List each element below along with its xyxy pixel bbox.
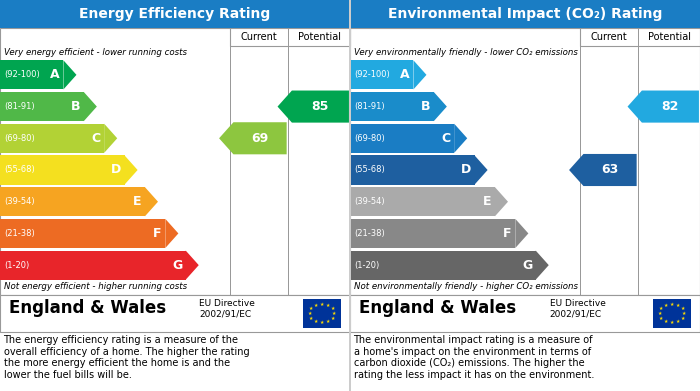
Text: Potential: Potential bbox=[298, 32, 341, 42]
Text: (21-38): (21-38) bbox=[4, 229, 35, 238]
Text: Environmental Impact (CO₂) Rating: Environmental Impact (CO₂) Rating bbox=[388, 7, 662, 21]
Text: England & Wales: England & Wales bbox=[358, 300, 516, 317]
Text: Potential: Potential bbox=[648, 32, 691, 42]
Text: (39-54): (39-54) bbox=[4, 197, 35, 206]
Text: Very energy efficient - lower running costs: Very energy efficient - lower running co… bbox=[4, 48, 186, 57]
Text: ★: ★ bbox=[309, 306, 314, 311]
Text: (39-54): (39-54) bbox=[354, 197, 385, 206]
Text: ★: ★ bbox=[680, 306, 685, 311]
Text: ★: ★ bbox=[659, 306, 664, 311]
Text: ★: ★ bbox=[664, 303, 668, 308]
Text: F: F bbox=[153, 227, 162, 240]
Text: EU Directive
2002/91/EC: EU Directive 2002/91/EC bbox=[550, 299, 606, 318]
Text: 85: 85 bbox=[312, 100, 329, 113]
Text: The environmental impact rating is a measure of
a home's impact on the environme: The environmental impact rating is a mea… bbox=[354, 335, 594, 380]
Text: D: D bbox=[461, 163, 471, 176]
Text: ★: ★ bbox=[676, 303, 680, 308]
Text: ★: ★ bbox=[676, 319, 680, 324]
Text: The energy efficiency rating is a measure of the
overall efficiency of a home. T: The energy efficiency rating is a measur… bbox=[4, 335, 249, 380]
Text: A: A bbox=[50, 68, 60, 81]
Text: B: B bbox=[71, 100, 80, 113]
Text: Not environmentally friendly - higher CO₂ emissions: Not environmentally friendly - higher CO… bbox=[354, 282, 578, 291]
Text: (1-20): (1-20) bbox=[354, 261, 379, 270]
Text: B: B bbox=[421, 100, 430, 113]
Text: ★: ★ bbox=[309, 316, 314, 321]
Text: ★: ★ bbox=[326, 303, 330, 308]
Text: Very environmentally friendly - lower CO₂ emissions: Very environmentally friendly - lower CO… bbox=[354, 48, 578, 57]
Text: (92-100): (92-100) bbox=[354, 70, 390, 79]
Text: 69: 69 bbox=[251, 132, 269, 145]
Text: (69-80): (69-80) bbox=[354, 134, 385, 143]
Text: ★: ★ bbox=[314, 303, 318, 308]
Text: ★: ★ bbox=[659, 316, 664, 321]
Text: EU Directive
2002/91/EC: EU Directive 2002/91/EC bbox=[199, 299, 256, 318]
Text: (92-100): (92-100) bbox=[4, 70, 40, 79]
Text: England & Wales: England & Wales bbox=[8, 300, 166, 317]
Text: Current: Current bbox=[241, 32, 277, 42]
Text: ★: ★ bbox=[670, 320, 674, 325]
Text: 63: 63 bbox=[601, 163, 619, 176]
Text: G: G bbox=[522, 258, 532, 272]
Text: (55-68): (55-68) bbox=[354, 165, 385, 174]
Text: (1-20): (1-20) bbox=[4, 261, 29, 270]
Text: D: D bbox=[111, 163, 121, 176]
Text: (81-91): (81-91) bbox=[354, 102, 385, 111]
Text: ★: ★ bbox=[320, 320, 324, 325]
Text: ★: ★ bbox=[670, 302, 674, 307]
Text: Current: Current bbox=[591, 32, 627, 42]
Text: ★: ★ bbox=[332, 311, 337, 316]
Text: (55-68): (55-68) bbox=[4, 165, 35, 174]
Text: G: G bbox=[172, 258, 182, 272]
Text: (21-38): (21-38) bbox=[354, 229, 385, 238]
Text: ★: ★ bbox=[307, 311, 312, 316]
Text: E: E bbox=[133, 195, 141, 208]
Text: ★: ★ bbox=[330, 316, 335, 321]
Text: ★: ★ bbox=[682, 311, 687, 316]
Text: (69-80): (69-80) bbox=[4, 134, 35, 143]
Text: Energy Efficiency Rating: Energy Efficiency Rating bbox=[79, 7, 271, 21]
Text: ★: ★ bbox=[657, 311, 662, 316]
Text: ★: ★ bbox=[664, 319, 668, 324]
Text: C: C bbox=[442, 132, 451, 145]
Text: F: F bbox=[503, 227, 512, 240]
Text: (81-91): (81-91) bbox=[4, 102, 35, 111]
Text: C: C bbox=[92, 132, 101, 145]
Text: 82: 82 bbox=[662, 100, 679, 113]
Text: A: A bbox=[400, 68, 410, 81]
Text: ★: ★ bbox=[320, 302, 324, 307]
Text: ★: ★ bbox=[314, 319, 318, 324]
Text: Not energy efficient - higher running costs: Not energy efficient - higher running co… bbox=[4, 282, 187, 291]
Text: ★: ★ bbox=[680, 316, 685, 321]
Text: ★: ★ bbox=[326, 319, 330, 324]
Text: ★: ★ bbox=[330, 306, 335, 311]
Text: E: E bbox=[483, 195, 491, 208]
